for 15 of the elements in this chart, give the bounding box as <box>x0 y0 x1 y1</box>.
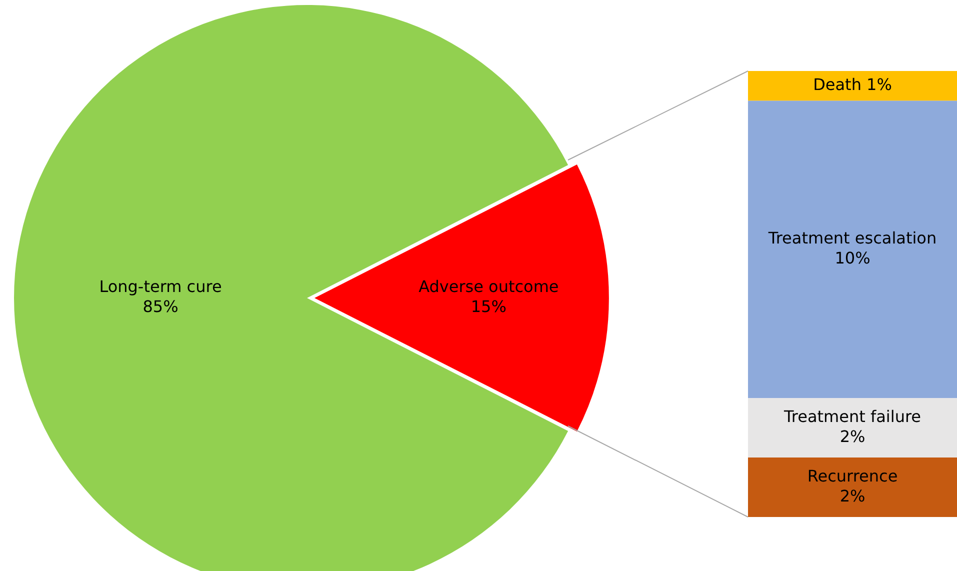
data-label: 2% <box>840 426 866 446</box>
series-label: Treatment failure <box>782 406 922 426</box>
slice-label: Long-term cure <box>99 277 222 296</box>
bar <box>748 398 957 458</box>
bar <box>748 458 957 517</box>
series-label: Treatment escalation <box>767 228 937 248</box>
data-label: 85% <box>142 297 178 316</box>
bar <box>748 100 957 398</box>
data-label: 10% <box>834 248 870 268</box>
slice-label: Adverse outcome <box>418 277 559 296</box>
data-label: 15% <box>470 297 506 316</box>
text: Death 1% <box>813 75 892 94</box>
series-label: Recurrence <box>807 466 898 486</box>
bar <box>748 71 957 101</box>
data-label: 2% <box>840 486 866 506</box>
